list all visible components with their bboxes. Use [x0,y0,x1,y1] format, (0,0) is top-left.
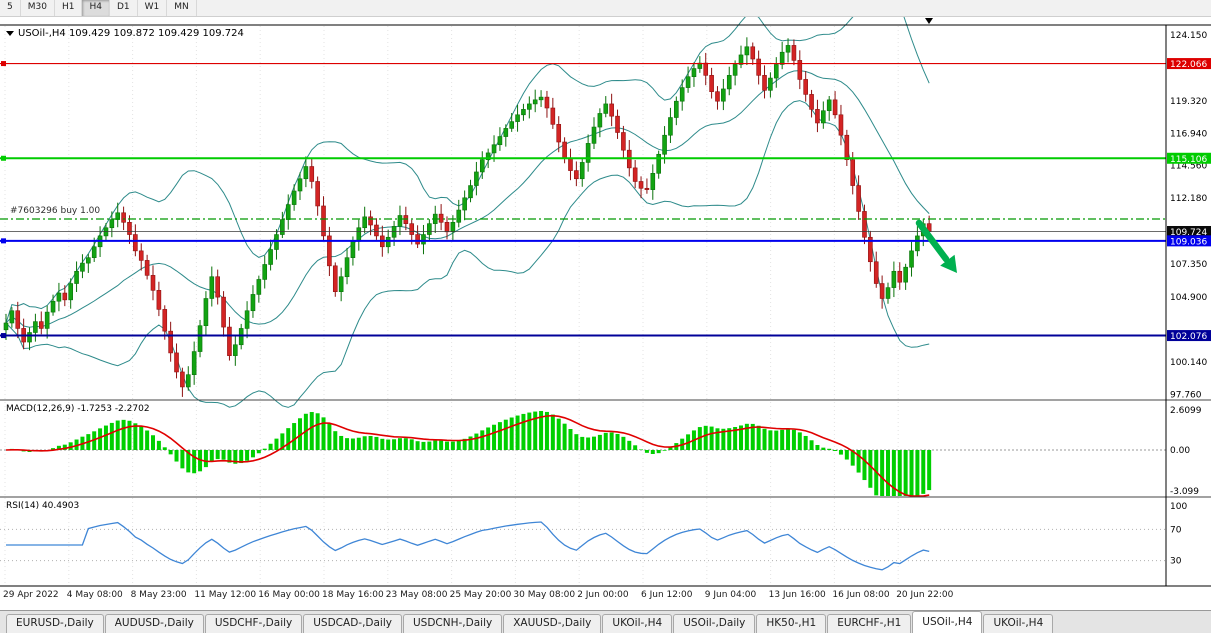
rsi-axis-label: 100 [1170,502,1187,512]
timeframe-button-5[interactable]: 5 [0,0,21,16]
rsi-panel [0,521,1166,571]
price-badge [1167,58,1211,70]
time-axis-label: 11 May 12:00 [194,590,257,600]
time-axis-label: 9 Jun 04:00 [704,590,757,600]
chart-tab-usoil-daily[interactable]: USOil-,Daily [673,614,756,633]
time-axis-label: 18 May 16:00 [322,590,384,600]
price-axis-label: 116.940 [1170,129,1207,139]
time-axis-label: 20 Jun 22:00 [896,590,954,600]
horizontal-lines [0,61,1166,339]
macd-axis-label: -3.099 [1170,487,1199,497]
rsi-indicator-label: RSI(14) 40.4903 [6,501,80,511]
time-axis-label: 8 May 23:00 [130,590,187,600]
chart-menu-icon[interactable] [6,31,14,36]
timeframe-button-h4[interactable]: H4 [82,0,110,16]
price-badge [1167,235,1211,247]
chart-tab-eurusd-daily[interactable]: EURUSD-,Daily [6,614,104,633]
time-axis-label: 6 Jun 12:00 [641,590,693,600]
price-badge-label: 122.066 [1170,60,1207,70]
chart-title: USOil-,H4 109.429 109.872 109.429 109.72… [6,28,244,39]
candlesticks [3,37,932,397]
chart-tab-usdcnh-daily[interactable]: USDCNH-,Daily [402,614,503,633]
chart-tab-eurchf-h1[interactable]: EURCHF-,H1 [827,614,912,633]
macd-indicator-label: MACD(12,26,9) -1.7253 -2.2702 [6,404,150,414]
timeframe-button-mn[interactable]: MN [167,0,197,16]
price-badge-label: 109.036 [1170,237,1207,247]
price-axis-label: 104.900 [1170,293,1207,303]
rsi-axis-label: 30 [1170,557,1182,567]
timeframe-button-h1[interactable]: H1 [55,0,83,16]
line-handle[interactable] [1,61,6,67]
macd-axis-label: 2.6099 [1170,406,1202,416]
panel-separators [0,24,1211,587]
macd-axis-label: 0.00 [1170,446,1190,456]
chart-tab-hk50-h1[interactable]: HK50-,H1 [756,614,827,633]
timeframe-toolbar: 5 M30 H1 H4 D1 W1 MN [0,0,1211,17]
time-axis-label: 16 May 00:00 [258,590,320,600]
rsi-line [6,521,930,571]
time-axis-label: 2 Jun 00:00 [577,590,629,600]
time-axis-label: 30 May 08:00 [513,590,576,600]
price-badge-label: 115.106 [1170,155,1207,165]
line-handle[interactable] [1,155,6,161]
price-badge [1167,225,1211,237]
price-axis-label: 124.150 [1170,31,1207,41]
price-axis-label: 112.180 [1170,194,1207,204]
time-axis-label: 4 May 08:00 [66,590,123,600]
chart-tab-usdcad-daily[interactable]: USDCAD-,Daily [303,614,402,633]
price-axis-label: 119.320 [1170,97,1207,107]
time-axis-label: 23 May 08:00 [385,590,448,600]
rsi-axis-label: 70 [1170,525,1182,535]
order-line-label: #7603296 buy 1.00 [10,206,101,216]
timeframe-button-d1[interactable]: D1 [110,0,138,16]
chart-tab-usdchf-daily[interactable]: USDCHF-,Daily [204,614,303,633]
chart-tab-usoil-h4[interactable]: USOil-,H4 [912,611,983,633]
time-axis-label: 13 Jun 16:00 [768,590,826,600]
bollinger-bands [5,0,930,408]
price-axis-label: 100.140 [1170,358,1207,368]
price-axis-label: 114.560 [1170,162,1207,172]
chart-tab-bar: EURUSD-,Daily AUDUSD-,Daily USDCHF-,Daily U… [0,610,1211,633]
time-axis-label: 29 Apr 2022 [3,590,59,600]
time-axis-label: 16 Jun 08:00 [832,590,890,600]
timeframe-button-w1[interactable]: W1 [138,0,168,16]
chart-tab-xauusd-daily[interactable]: XAUUSD-,Daily [503,614,602,633]
price-badge-label: 109.724 [1170,228,1207,238]
price-axis[interactable]: 124.150 119.320 116.940 114.560 112.180 107.3… [1167,31,1211,567]
price-badge-label: 102.076 [1170,332,1207,342]
trend-arrow[interactable] [915,219,957,273]
macd-signal-line [5,414,930,497]
chart-tab-ukoil-h4[interactable]: UKOil-,H4 [983,614,1054,633]
line-handle[interactable] [1,333,6,339]
line-handle[interactable] [1,238,6,244]
macd-panel [0,410,1166,497]
time-axis-label: 25 May 20:00 [449,590,512,600]
timeframe-button-m30[interactable]: M30 [21,0,55,16]
price-badge [1167,330,1211,342]
chart-tab-ukoil-h4[interactable]: UKOil-,H4 [602,614,673,633]
chart-title-text: USOil-,H4 109.429 109.872 109.429 109.72… [18,28,244,39]
chart-tab-audusd-daily[interactable]: AUDUSD-,Daily [104,614,204,633]
price-axis-label: 107.350 [1170,260,1207,270]
time-axis[interactable]: 29 Apr 2022 4 May 08:00 8 May 23:00 11 May … [0,588,1166,606]
price-badge [1167,152,1211,164]
price-axis-label: 97.760 [1170,390,1202,400]
chart-shift-marker-icon[interactable] [925,18,933,24]
